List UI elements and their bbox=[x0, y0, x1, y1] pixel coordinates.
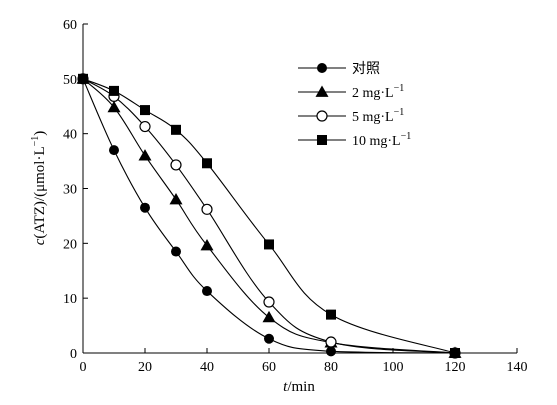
x-tick-label: 120 bbox=[445, 360, 466, 375]
x-tick-label: 20 bbox=[138, 360, 152, 375]
legend-marker bbox=[315, 85, 329, 97]
legend-label: 10 mg·L−1 bbox=[352, 131, 411, 149]
series-4 bbox=[78, 73, 460, 358]
data-point bbox=[171, 124, 181, 135]
y-tick-label: 40 bbox=[63, 128, 77, 143]
y-tick-label: 30 bbox=[63, 183, 77, 198]
x-tick-label: 40 bbox=[200, 360, 214, 375]
x-tick-label: 0 bbox=[80, 360, 87, 375]
legend-item: 10 mg·L−1 bbox=[298, 131, 411, 149]
data-point bbox=[109, 145, 119, 156]
data-point bbox=[325, 336, 337, 348]
data-point bbox=[140, 202, 150, 213]
x-tick-label: 80 bbox=[324, 360, 338, 375]
data-point bbox=[138, 149, 152, 161]
legend-marker bbox=[317, 135, 327, 145]
data-point bbox=[263, 296, 275, 308]
data-point bbox=[107, 100, 121, 113]
y-tick-label: 50 bbox=[63, 73, 77, 88]
legend-marker bbox=[317, 63, 327, 73]
x-tick-label: 140 bbox=[507, 360, 528, 375]
data-point bbox=[169, 192, 183, 205]
x-axis-label: t/min bbox=[283, 379, 315, 395]
y-tick-label: 0 bbox=[70, 347, 77, 362]
y-tick-label: 60 bbox=[63, 18, 77, 33]
legend-item: 对照 bbox=[298, 61, 380, 77]
data-point bbox=[139, 120, 151, 133]
legend-label: 2 mg·L−1 bbox=[352, 83, 404, 101]
x-tick-label: 100 bbox=[383, 360, 404, 375]
series-group bbox=[76, 72, 462, 359]
x-tick-group: 0 20 40 60 80 100 120 140 bbox=[80, 348, 528, 375]
data-point bbox=[109, 85, 119, 96]
data-point bbox=[202, 158, 212, 169]
data-point bbox=[326, 346, 336, 357]
legend-label: 对照 bbox=[352, 61, 380, 77]
y-tick-label: 20 bbox=[63, 237, 77, 252]
data-point bbox=[78, 73, 88, 84]
legend-marker bbox=[316, 110, 328, 122]
legend-item: 2 mg·L−1 bbox=[298, 83, 404, 101]
legend-item: 5 mg·L−1 bbox=[298, 107, 404, 125]
y-tick-label: 10 bbox=[63, 292, 77, 307]
data-point bbox=[264, 333, 274, 344]
data-point bbox=[170, 159, 182, 171]
data-point bbox=[326, 309, 336, 320]
data-point bbox=[262, 310, 276, 323]
legend-label: 5 mg·L−1 bbox=[352, 107, 404, 125]
y-tick-group: 0 10 20 30 40 50 60 bbox=[63, 18, 88, 362]
legend: 对照 2 mg·L−1 5 mg·L−1 10 mg·L−1 bbox=[298, 61, 411, 149]
data-point bbox=[140, 105, 150, 116]
data-point bbox=[264, 239, 274, 250]
data-point bbox=[450, 348, 460, 358]
y-axis-label: c(ATZ)/(μmol·L−1) bbox=[30, 131, 48, 246]
data-point bbox=[201, 203, 213, 215]
x-tick-label: 60 bbox=[262, 360, 276, 375]
data-point bbox=[202, 286, 212, 297]
data-point bbox=[171, 246, 181, 257]
plot-frame bbox=[82, 24, 517, 354]
data-point bbox=[200, 239, 214, 251]
